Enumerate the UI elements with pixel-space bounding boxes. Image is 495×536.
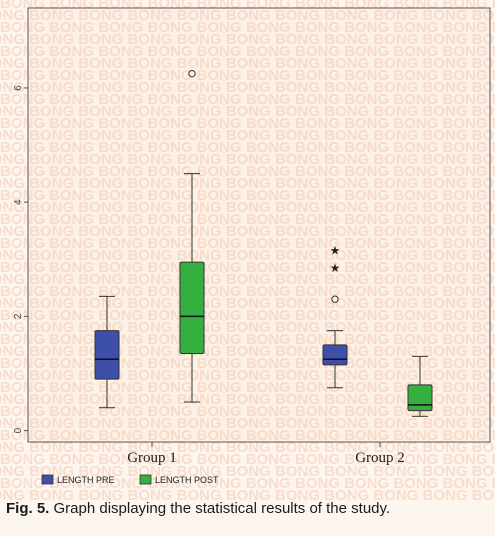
- extreme-point: ★: [330, 244, 341, 258]
- figure-caption: Fig. 5. Graph displaying the statistical…: [6, 500, 491, 517]
- watermark-text: BONG BONG BONG BONG BONG BONG BONG BONG …: [0, 427, 495, 444]
- watermark-text: BONG BONG BONG BONG BONG BONG BONG BONG …: [0, 451, 495, 468]
- box-length-pre-group-2: ★★: [322, 244, 348, 389]
- y-tick-label: 2: [13, 313, 24, 319]
- watermark-text: BONG BONG BONG BONG BONG BONG BONG BONG …: [0, 319, 495, 336]
- watermark-text: BONG BONG BONG BONG BONG BONG BONG BONG …: [0, 247, 495, 264]
- plot-frame: [27, 7, 491, 443]
- x-category-label: Group 2: [355, 450, 405, 466]
- watermark-text: BONG BONG BONG BONG BONG BONG BONG BONG …: [0, 19, 495, 36]
- x-category-label: Group 1: [127, 450, 177, 466]
- chart-area: BONG BONG BONG BONG BONG BONG BONG BONG …: [0, 0, 495, 500]
- caption-text: Graph displaying the statistical results…: [49, 500, 391, 517]
- watermark-text: BONG BONG BONG BONG BONG BONG BONG BONG …: [0, 163, 495, 180]
- watermark-text: BONG BONG BONG BONG BONG BONG BONG BONG …: [0, 235, 495, 252]
- watermark-text: BONG BONG BONG BONG BONG BONG BONG BONG …: [0, 187, 495, 204]
- watermark-text: BONG BONG BONG BONG BONG BONG BONG BONG …: [0, 487, 495, 500]
- iqr-box: [94, 330, 120, 380]
- watermark-text: BONG BONG BONG BONG BONG BONG BONG BONG …: [0, 31, 495, 48]
- watermark-text: BONG BONG BONG BONG BONG BONG BONG BONG …: [0, 199, 495, 216]
- watermark-text: BONG BONG BONG BONG BONG BONG BONG BONG …: [0, 259, 495, 276]
- watermark-text: BONG BONG BONG BONG BONG BONG BONG BONG …: [0, 55, 495, 72]
- iqr-box: [407, 384, 433, 412]
- watermark-layer: BONG BONG BONG BONG BONG BONG BONG BONG …: [0, 0, 495, 500]
- box-marks: ★★: [94, 69, 433, 417]
- legend-swatch: [139, 474, 152, 485]
- y-tick-label: 0: [13, 427, 24, 433]
- watermark-text: BONG BONG BONG BONG BONG BONG BONG BONG …: [0, 67, 495, 84]
- watermark-text: BONG BONG BONG BONG BONG BONG BONG BONG …: [0, 475, 495, 492]
- box-plot-chart: BONG BONG BONG BONG BONG BONG BONG BONG …: [0, 0, 495, 500]
- watermark-text: BONG BONG BONG BONG BONG BONG BONG BONG …: [0, 295, 495, 312]
- box-length-post-group-2: [407, 355, 433, 417]
- box-length-pre-group-1: [94, 295, 120, 409]
- watermark-text: BONG BONG BONG BONG BONG BONG BONG BONG …: [0, 403, 495, 420]
- iqr-box: [322, 344, 348, 366]
- watermark-text: BONG BONG BONG BONG BONG BONG BONG BONG …: [0, 271, 495, 288]
- iqr-box: [179, 261, 205, 354]
- watermark-text: BONG BONG BONG BONG BONG BONG BONG BONG …: [0, 43, 495, 60]
- watermark-text: BONG BONG BONG BONG BONG BONG BONG BONG …: [0, 103, 495, 120]
- watermark-text: BONG BONG BONG BONG BONG BONG BONG BONG …: [0, 367, 495, 384]
- watermark-text: BONG BONG BONG BONG BONG BONG BONG BONG …: [0, 175, 495, 192]
- watermark-text: BONG BONG BONG BONG BONG BONG BONG BONG …: [0, 151, 495, 168]
- legend-swatch: [41, 474, 54, 485]
- watermark-text: BONG BONG BONG BONG BONG BONG BONG BONG …: [0, 79, 495, 96]
- watermark-text: BONG BONG BONG BONG BONG BONG BONG BONG …: [0, 463, 495, 480]
- y-tick-label: 6: [13, 85, 24, 91]
- caption-prefix: Fig. 5.: [6, 500, 50, 517]
- watermark-text: BONG BONG BONG BONG BONG BONG BONG BONG …: [0, 0, 495, 12]
- legend: LENGTH PRE LENGTH POST: [41, 474, 219, 485]
- watermark-text: BONG BONG BONG BONG BONG BONG BONG BONG …: [0, 343, 495, 360]
- watermark-text: BONG BONG BONG BONG BONG BONG BONG BONG …: [0, 391, 495, 408]
- box-length-post-group-1: [179, 69, 205, 403]
- outlier-point: [188, 69, 196, 78]
- watermark-text: BONG BONG BONG BONG BONG BONG BONG BONG …: [0, 379, 495, 396]
- watermark-text: BONG BONG BONG BONG BONG BONG BONG BONG …: [0, 115, 495, 132]
- legend-label: LENGTH POST: [155, 475, 219, 485]
- watermark-text: BONG BONG BONG BONG BONG BONG BONG BONG …: [0, 415, 495, 432]
- watermark-text: BONG BONG BONG BONG BONG BONG BONG BONG …: [0, 211, 495, 228]
- extreme-point: ★: [330, 261, 341, 275]
- y-tick-label: 4: [13, 199, 24, 205]
- watermark-text: BONG BONG BONG BONG BONG BONG BONG BONG …: [0, 307, 495, 324]
- watermark-text: BONG BONG BONG BONG BONG BONG BONG BONG …: [0, 139, 495, 156]
- watermark-text: BONG BONG BONG BONG BONG BONG BONG BONG …: [0, 91, 495, 108]
- outlier-point: [331, 295, 339, 303]
- legend-label: LENGTH PRE: [57, 475, 115, 485]
- watermark-text: BONG BONG BONG BONG BONG BONG BONG BONG …: [0, 127, 495, 144]
- watermark-text: BONG BONG BONG BONG BONG BONG BONG BONG …: [0, 355, 495, 372]
- watermark-text: BONG BONG BONG BONG BONG BONG BONG BONG …: [0, 223, 495, 240]
- watermark-text: BONG BONG BONG BONG BONG BONG BONG BONG …: [0, 439, 495, 456]
- axes: 0 2 4 6 Group 1 Group 2: [13, 7, 491, 466]
- watermark-text: BONG BONG BONG BONG BONG BONG BONG BONG …: [0, 331, 495, 348]
- watermark-text: BONG BONG BONG BONG BONG BONG BONG BONG …: [0, 283, 495, 300]
- watermark-text: BONG BONG BONG BONG BONG BONG BONG BONG …: [0, 7, 495, 24]
